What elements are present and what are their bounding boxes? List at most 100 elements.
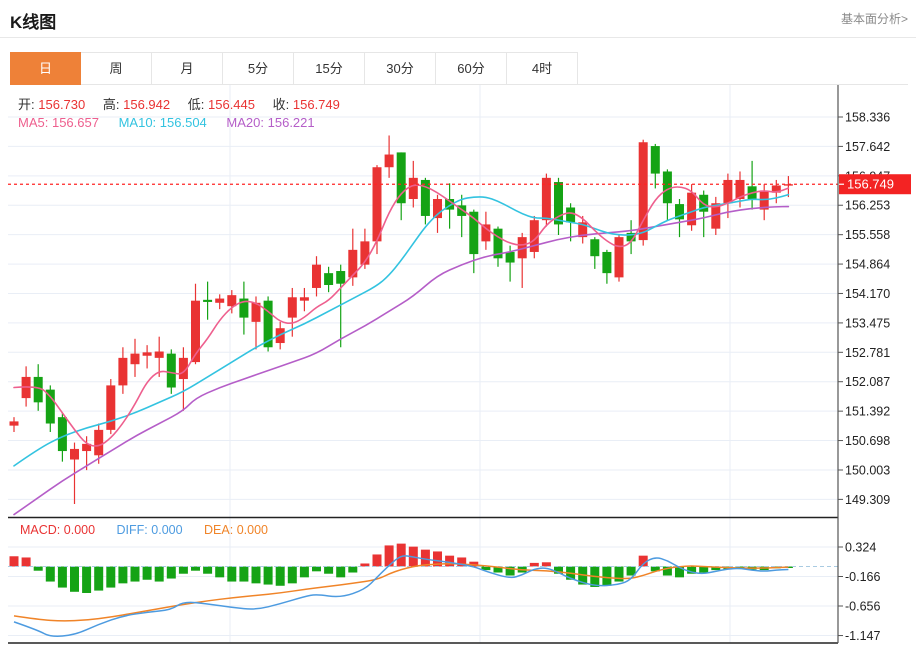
candle [493, 228, 503, 259]
candle [33, 376, 43, 403]
pane-frame [8, 85, 839, 644]
macd-bar [348, 566, 358, 573]
candle [420, 179, 430, 216]
candle [324, 273, 334, 285]
candle [287, 297, 297, 318]
macd-bar [82, 566, 92, 593]
macd-bar [602, 566, 612, 586]
candle [239, 298, 249, 318]
macd-bar [614, 566, 624, 582]
macd-bar [299, 566, 309, 578]
macd-bar [324, 566, 334, 574]
axis-label: 158.336 [845, 111, 890, 125]
macd-bar [372, 554, 382, 567]
candle [45, 389, 55, 424]
tab-30分[interactable]: 30分 [365, 52, 436, 85]
candle [166, 353, 176, 388]
candle [662, 171, 672, 204]
macd-bar [178, 566, 188, 574]
candles-layer [9, 135, 793, 505]
axis-label: 150.698 [845, 434, 890, 448]
axis-label: -1.147 [845, 629, 880, 643]
candle [251, 302, 261, 322]
candle [263, 300, 273, 348]
macd-bar [227, 566, 237, 582]
macd-bar [493, 566, 503, 573]
candle [614, 237, 624, 278]
tab-5分[interactable]: 5分 [223, 52, 294, 85]
candle [735, 179, 745, 200]
candle [783, 184, 793, 186]
axis-label: 153.475 [845, 316, 890, 330]
interval-tabs: 日周月 5分 15分 30分 60分 4时 [10, 52, 908, 85]
candle [445, 199, 455, 210]
candle [94, 429, 104, 456]
macd-bar [626, 566, 636, 576]
candle [711, 203, 721, 229]
candle [433, 199, 442, 219]
macd-bar [142, 566, 152, 580]
macd-histogram [9, 543, 793, 593]
tab-日[interactable]: 日 [10, 52, 81, 85]
macd-bar [554, 566, 563, 574]
candle [469, 211, 479, 255]
axis-label: 157.642 [845, 140, 890, 154]
macd-bar [106, 566, 116, 588]
fundamental-analysis-link[interactable]: 基本面分析> [840, 12, 908, 26]
macd-bar [675, 566, 684, 578]
candle [312, 264, 321, 288]
macd-bar [239, 566, 249, 582]
tab-60分[interactable]: 60分 [436, 52, 507, 85]
macd-bar [154, 566, 164, 582]
macd-bar [312, 566, 321, 572]
macd-bar [445, 555, 455, 567]
chart-area[interactable]: 158.336157.642156.947156.253155.558154.8… [0, 85, 916, 645]
page-title: K线图 [10, 13, 57, 32]
candle [130, 353, 140, 365]
macd-bar [360, 563, 370, 567]
axis-label: -0.166 [845, 570, 880, 584]
candle [9, 421, 19, 426]
candle [106, 385, 116, 430]
axis-label: 150.003 [845, 463, 890, 477]
axis-label: 152.781 [845, 346, 890, 360]
candle [360, 241, 370, 265]
tab-月[interactable]: 月 [152, 52, 223, 85]
macd-bar [251, 566, 261, 584]
current-price-value: 156.749 [847, 177, 894, 192]
candle [348, 249, 358, 278]
candle [178, 357, 188, 380]
ma5-line [13, 184, 790, 447]
candle [154, 351, 164, 358]
candle [142, 352, 152, 356]
macd-bar [529, 562, 539, 567]
diff-line [13, 555, 789, 637]
candle [215, 298, 225, 303]
candle [638, 142, 648, 241]
price-gridlines [8, 85, 838, 643]
candle [529, 220, 539, 252]
axis-label: 156.253 [845, 199, 890, 213]
kline-canvas[interactable]: 158.336157.642156.947156.253155.558154.8… [0, 85, 916, 645]
tab-15分[interactable]: 15分 [294, 52, 365, 85]
macd-bar [191, 566, 200, 571]
tab-周[interactable]: 周 [81, 52, 152, 85]
macd-bar [687, 566, 697, 574]
macd-bar [396, 543, 406, 567]
current-price-badge: 156.749 [839, 174, 911, 195]
tab-4时[interactable]: 4时 [507, 52, 578, 85]
ma10-line [13, 193, 790, 467]
candle [675, 204, 684, 220]
axis-label: 151.392 [845, 405, 890, 419]
candle [118, 357, 128, 386]
candle [203, 299, 213, 302]
top-bar: K线图 基本面分析> [0, 0, 916, 38]
macd-bar [215, 566, 225, 578]
candle [191, 300, 200, 363]
candle [227, 295, 237, 307]
candle [82, 443, 92, 452]
axis-label: 0.324 [845, 540, 876, 554]
candle [299, 297, 309, 301]
macd-bar [130, 566, 140, 582]
macd-bar [118, 566, 128, 584]
